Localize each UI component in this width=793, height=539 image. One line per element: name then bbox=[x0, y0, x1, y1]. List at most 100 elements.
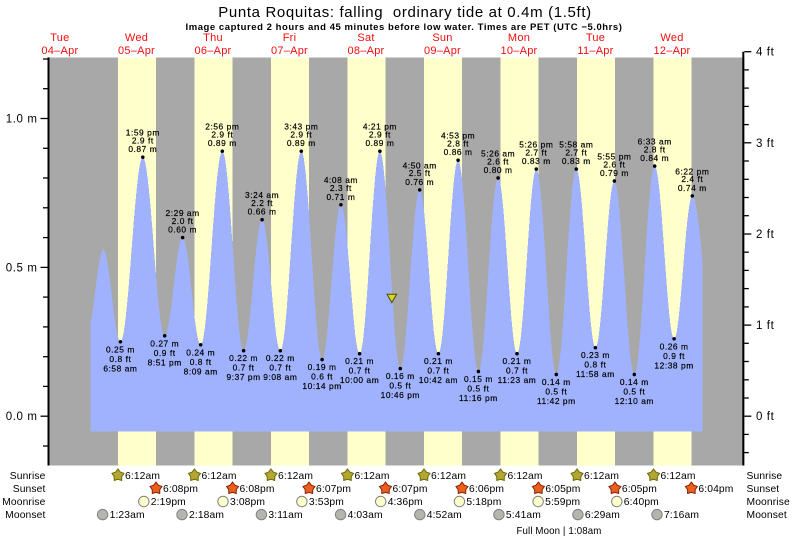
svg-text:0.27 m: 0.27 m bbox=[150, 338, 179, 348]
svg-text:Sun: Sun bbox=[432, 32, 452, 44]
svg-text:Tue: Tue bbox=[50, 32, 69, 44]
svg-text:0.84 m: 0.84 m bbox=[640, 153, 669, 163]
svg-text:1.0 m: 1.0 m bbox=[6, 114, 38, 126]
svg-text:2.0 ft: 2.0 ft bbox=[172, 216, 194, 226]
svg-text:Punta Roquitas: falling ordin: Punta Roquitas: falling ordinary tide at… bbox=[218, 4, 592, 21]
svg-text:0.25 m: 0.25 m bbox=[106, 344, 135, 354]
svg-text:0.87 m: 0.87 m bbox=[128, 144, 157, 154]
svg-text:2.8 ft: 2.8 ft bbox=[447, 139, 469, 149]
svg-text:0.79 m: 0.79 m bbox=[600, 168, 629, 178]
svg-text:2.6 ft: 2.6 ft bbox=[487, 156, 509, 166]
svg-text:2.5 ft: 2.5 ft bbox=[409, 168, 431, 178]
svg-text:10:42 am: 10:42 am bbox=[419, 375, 458, 385]
svg-text:6:12am: 6:12am bbox=[431, 471, 466, 482]
svg-text:0.74 m: 0.74 m bbox=[678, 183, 707, 193]
svg-text:0.66 m: 0.66 m bbox=[248, 207, 277, 217]
svg-text:10–Apr: 10–Apr bbox=[501, 45, 538, 57]
svg-text:Moonrise: Moonrise bbox=[2, 497, 45, 508]
svg-text:0.21 m: 0.21 m bbox=[503, 356, 532, 366]
svg-text:0.7 ft: 0.7 ft bbox=[349, 366, 371, 376]
svg-text:6:07pm: 6:07pm bbox=[393, 484, 428, 495]
svg-text:0.86 m: 0.86 m bbox=[444, 147, 473, 157]
svg-text:Fri: Fri bbox=[283, 32, 297, 44]
svg-text:5:41am: 5:41am bbox=[506, 510, 541, 521]
svg-text:0.5 ft: 0.5 ft bbox=[389, 381, 411, 391]
svg-text:04–Apr: 04–Apr bbox=[41, 45, 78, 57]
svg-text:7:16am: 7:16am bbox=[664, 510, 699, 521]
svg-text:6:12am: 6:12am bbox=[661, 471, 696, 482]
svg-text:Moonrise: Moonrise bbox=[747, 497, 790, 508]
svg-text:0.19 m: 0.19 m bbox=[308, 362, 337, 372]
svg-text:4:08 am: 4:08 am bbox=[324, 175, 358, 185]
svg-text:3:43 pm: 3:43 pm bbox=[284, 122, 318, 132]
svg-text:0 ft: 0 ft bbox=[756, 411, 775, 423]
svg-text:3:08pm: 3:08pm bbox=[230, 497, 265, 508]
svg-text:0.26 m: 0.26 m bbox=[660, 341, 689, 351]
svg-text:0.7 ft: 0.7 ft bbox=[269, 363, 291, 373]
svg-text:2.8 ft: 2.8 ft bbox=[644, 144, 666, 154]
svg-text:Moonset: Moonset bbox=[5, 510, 45, 521]
svg-text:0.83 m: 0.83 m bbox=[522, 156, 551, 166]
svg-text:6:12am: 6:12am bbox=[355, 471, 390, 482]
svg-text:11:42 pm: 11:42 pm bbox=[537, 396, 576, 406]
svg-text:0.24 m: 0.24 m bbox=[186, 347, 215, 357]
svg-text:Image captured 2 hours and 45: Image captured 2 hours and 45 minutes be… bbox=[186, 22, 623, 33]
svg-text:5:55 pm: 5:55 pm bbox=[597, 151, 631, 161]
svg-text:6:12am: 6:12am bbox=[584, 471, 619, 482]
svg-text:11:16 pm: 11:16 pm bbox=[459, 393, 498, 403]
svg-text:2:18am: 2:18am bbox=[189, 510, 224, 521]
svg-text:0.6 ft: 0.6 ft bbox=[311, 372, 333, 382]
svg-text:9:08 am: 9:08 am bbox=[263, 372, 297, 382]
svg-text:0.83 m: 0.83 m bbox=[562, 156, 591, 166]
svg-text:11:58 am: 11:58 am bbox=[576, 369, 615, 379]
svg-text:2:56 pm: 2:56 pm bbox=[205, 122, 239, 132]
svg-text:Thu: Thu bbox=[203, 32, 223, 44]
svg-text:4:36pm: 4:36pm bbox=[388, 497, 423, 508]
svg-text:2:19pm: 2:19pm bbox=[151, 497, 186, 508]
svg-text:6:12am: 6:12am bbox=[278, 471, 313, 482]
svg-text:10:46 pm: 10:46 pm bbox=[381, 390, 420, 400]
svg-text:4:53 pm: 4:53 pm bbox=[441, 131, 475, 141]
svg-text:4:03am: 4:03am bbox=[348, 510, 383, 521]
svg-text:Sunrise: Sunrise bbox=[747, 471, 783, 482]
svg-text:6:08pm: 6:08pm bbox=[240, 484, 275, 495]
svg-text:6:58 am: 6:58 am bbox=[103, 363, 137, 373]
svg-text:Moonset: Moonset bbox=[747, 510, 787, 521]
svg-text:1:59 pm: 1:59 pm bbox=[126, 128, 160, 138]
svg-text:0.8 ft: 0.8 ft bbox=[584, 360, 606, 370]
svg-text:2.2 ft: 2.2 ft bbox=[251, 198, 273, 208]
svg-text:0.8 ft: 0.8 ft bbox=[190, 357, 212, 367]
svg-text:12:38 pm: 12:38 pm bbox=[654, 360, 693, 370]
svg-text:9:37 pm: 9:37 pm bbox=[227, 372, 261, 382]
svg-text:6:07pm: 6:07pm bbox=[316, 484, 351, 495]
svg-text:09–Apr: 09–Apr bbox=[424, 45, 461, 57]
svg-text:0.5 ft: 0.5 ft bbox=[623, 387, 645, 397]
svg-text:2.3 ft: 2.3 ft bbox=[330, 183, 352, 193]
svg-text:6:12am: 6:12am bbox=[125, 471, 160, 482]
svg-text:0.14 m: 0.14 m bbox=[542, 377, 571, 387]
svg-text:0.89 m: 0.89 m bbox=[365, 138, 394, 148]
svg-text:2.7 ft: 2.7 ft bbox=[525, 147, 547, 157]
svg-text:4:52am: 4:52am bbox=[427, 510, 462, 521]
svg-text:0.71 m: 0.71 m bbox=[326, 192, 355, 202]
svg-text:3:24 am: 3:24 am bbox=[245, 190, 279, 200]
svg-text:0.9 ft: 0.9 ft bbox=[154, 348, 176, 358]
svg-text:0.60 m: 0.60 m bbox=[168, 225, 197, 235]
svg-text:Tue: Tue bbox=[586, 32, 605, 44]
svg-text:5:58 am: 5:58 am bbox=[559, 140, 593, 150]
svg-text:0.7 ft: 0.7 ft bbox=[427, 366, 449, 376]
svg-text:0.22 m: 0.22 m bbox=[266, 353, 295, 363]
svg-text:2.9 ft: 2.9 ft bbox=[290, 130, 312, 140]
svg-text:11–Apr: 11–Apr bbox=[577, 45, 613, 57]
svg-text:0.22 m: 0.22 m bbox=[229, 353, 258, 363]
svg-text:4:21 pm: 4:21 pm bbox=[363, 122, 397, 132]
svg-text:0.7 ft: 0.7 ft bbox=[233, 363, 255, 373]
svg-text:8:09 am: 8:09 am bbox=[184, 366, 218, 376]
svg-text:12:10 am: 12:10 am bbox=[615, 396, 654, 406]
svg-text:2.7 ft: 2.7 ft bbox=[565, 147, 587, 157]
svg-text:6:06pm: 6:06pm bbox=[469, 484, 504, 495]
svg-text:08–Apr: 08–Apr bbox=[348, 45, 385, 57]
svg-text:2.4 ft: 2.4 ft bbox=[681, 174, 703, 184]
svg-text:1 ft: 1 ft bbox=[756, 320, 775, 332]
svg-text:2.9 ft: 2.9 ft bbox=[211, 130, 233, 140]
